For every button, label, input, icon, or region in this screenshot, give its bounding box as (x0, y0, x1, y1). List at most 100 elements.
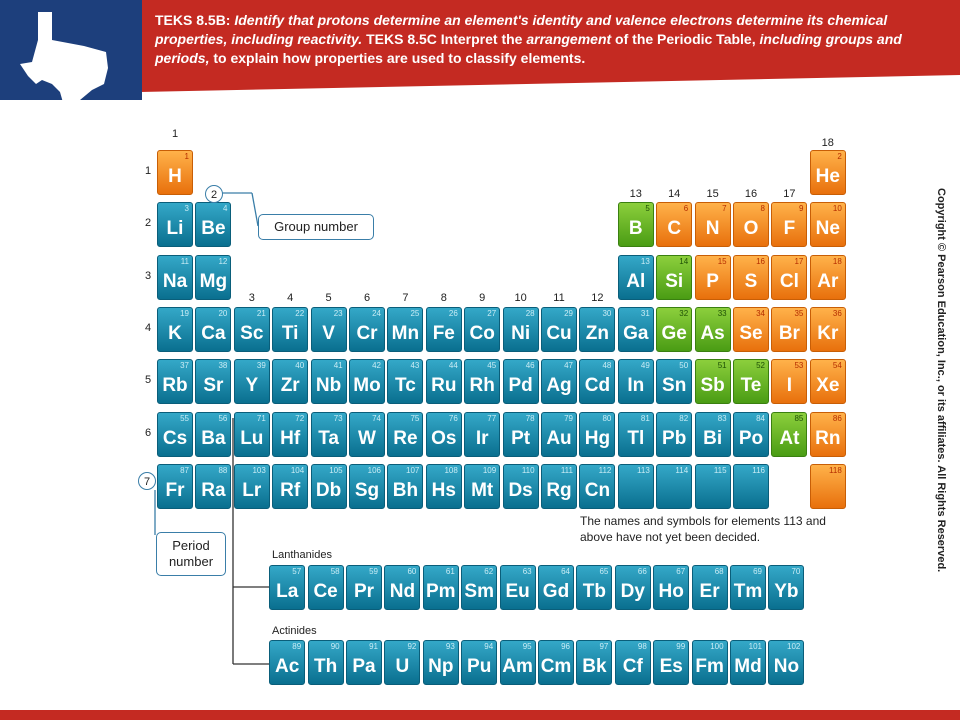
texas-map-icon (20, 12, 108, 100)
element-symbol: Ge (661, 322, 687, 344)
element-symbol: I (786, 375, 793, 397)
element-cell-As: 33 As (694, 306, 731, 352)
atomic-number: 112 (598, 465, 612, 475)
element-symbol: Eu (505, 581, 530, 602)
period-label: 1 (145, 165, 152, 177)
atomic-number: 83 (717, 413, 727, 423)
atomic-number: 35 (794, 308, 804, 318)
atomic-number: 12 (218, 256, 228, 266)
element-cell-K: 19 K (157, 306, 193, 352)
element-symbol: C (667, 218, 682, 240)
element-symbol: Cs (162, 427, 188, 449)
element-cell-Ba: 56 Ba (195, 411, 232, 457)
atomic-number: 19 (180, 308, 189, 318)
element-cell-Tl: 81 Tl (617, 411, 654, 457)
element-cell-Al: 13 Al (617, 254, 654, 300)
element-cell-At: 85 At (771, 411, 808, 457)
element-cell-Gd: 64 Gd (538, 565, 574, 610)
atomic-number: 29 (564, 308, 573, 318)
element-symbol: P (706, 270, 719, 292)
atomic-number: 62 (484, 567, 494, 576)
footer-bar (0, 710, 960, 720)
header-text-run: arrangement (526, 31, 612, 47)
element-cell-Cs: 55 Cs (157, 411, 193, 457)
period-callout-line-2: number (168, 554, 214, 569)
atomic-number: 87 (180, 465, 189, 475)
element-cell-Pt: 78 Pt (502, 411, 539, 457)
element-symbol: At (779, 427, 800, 449)
header-banner: TEKS 8.5B: Identify that protons determi… (0, 0, 960, 100)
element-symbol: Bi (703, 427, 723, 449)
element-symbol: Ne (815, 218, 840, 240)
atomic-number: 69 (753, 567, 762, 576)
element-cell-Rg: 111 Rg (541, 463, 577, 509)
element-symbol: Cm (540, 656, 572, 677)
element-cell-Tm: 69 Tm (730, 565, 766, 610)
atomic-number: 84 (756, 413, 765, 423)
element-symbol: As (700, 322, 725, 344)
atomic-number: 108 (444, 465, 458, 475)
atomic-number: 102 (787, 642, 801, 651)
element-cell-Cf: 98 Cf (614, 640, 651, 685)
element-cell-Zr: 40 Zr (272, 359, 309, 405)
element-cell-Pm: 61 Pm (422, 565, 459, 610)
atomic-number: 10 (832, 204, 842, 214)
element-cell-Ge: 32 Ge (656, 306, 693, 352)
element-cell-Ds: 110 Ds (502, 463, 539, 509)
atomic-number: 55 (180, 413, 189, 423)
atomic-number: 63 (522, 567, 532, 576)
element-symbol: Pm (426, 581, 456, 602)
element-cell-Re: 75 Re (387, 411, 424, 457)
element-cell-Bi: 83 Bi (694, 411, 731, 457)
element-symbol: Po (738, 427, 764, 449)
element-cell-Er: 68 Er (691, 565, 728, 610)
atomic-number: 67 (676, 567, 686, 576)
element-symbol: O (743, 218, 759, 240)
atomic-number: 54 (832, 361, 842, 371)
element-cell-Bk: 97 Bk (576, 640, 613, 685)
element-symbol: Th (313, 656, 338, 677)
element-symbol: Hg (584, 427, 611, 449)
element-cell-Ti: 22 Ti (272, 306, 309, 352)
element-symbol: Rf (280, 479, 301, 501)
element-cell-Ac: 89 Ac (269, 640, 306, 685)
element-symbol: Bk (582, 656, 607, 677)
atomic-number: 8 (760, 204, 765, 214)
element-cell-Am: 95 Am (499, 640, 536, 685)
element-cell-Cr: 24 Cr (349, 306, 385, 352)
element-symbol: H (168, 166, 182, 187)
element-symbol: Zr (280, 375, 300, 397)
atomic-number: 14 (679, 256, 689, 266)
element-cell-Ra: 88 Ra (195, 463, 232, 509)
element-symbol: Al (626, 270, 646, 292)
atomic-number: 28 (525, 308, 535, 318)
atomic-number: 64 (561, 567, 570, 576)
element-symbol: U (395, 656, 410, 677)
atomic-number: 114 (675, 465, 689, 475)
element-symbol: F (783, 218, 796, 240)
element-cell-Au: 79 Au (541, 411, 577, 457)
element-cell-P: 15 P (694, 254, 731, 300)
period-label: 6 (145, 426, 152, 439)
element-symbol: Rh (469, 375, 495, 397)
element-symbol: Sn (662, 375, 687, 397)
period-label: 2 (145, 217, 152, 230)
element-symbol: Zn (585, 322, 609, 344)
element-symbol: Ag (546, 375, 572, 397)
element-symbol: K (168, 322, 182, 344)
atomic-number: 97 (599, 642, 609, 651)
atomic-number: 3 (184, 204, 189, 214)
atomic-number: 74 (372, 413, 381, 423)
element-symbol: Cf (622, 656, 643, 677)
element-symbol: Re (393, 427, 418, 449)
element-cell-Cm: 96 Cm (538, 640, 574, 685)
atomic-number: 75 (410, 413, 420, 423)
element-cell-Cl: 17 Cl (771, 254, 808, 300)
element-cell-113: 113 (617, 463, 654, 509)
element-cell-Tb: 65 Tb (576, 565, 613, 610)
element-symbol: Be (201, 218, 226, 240)
element-symbol: Pu (467, 656, 492, 677)
atomic-number: 100 (710, 642, 724, 651)
